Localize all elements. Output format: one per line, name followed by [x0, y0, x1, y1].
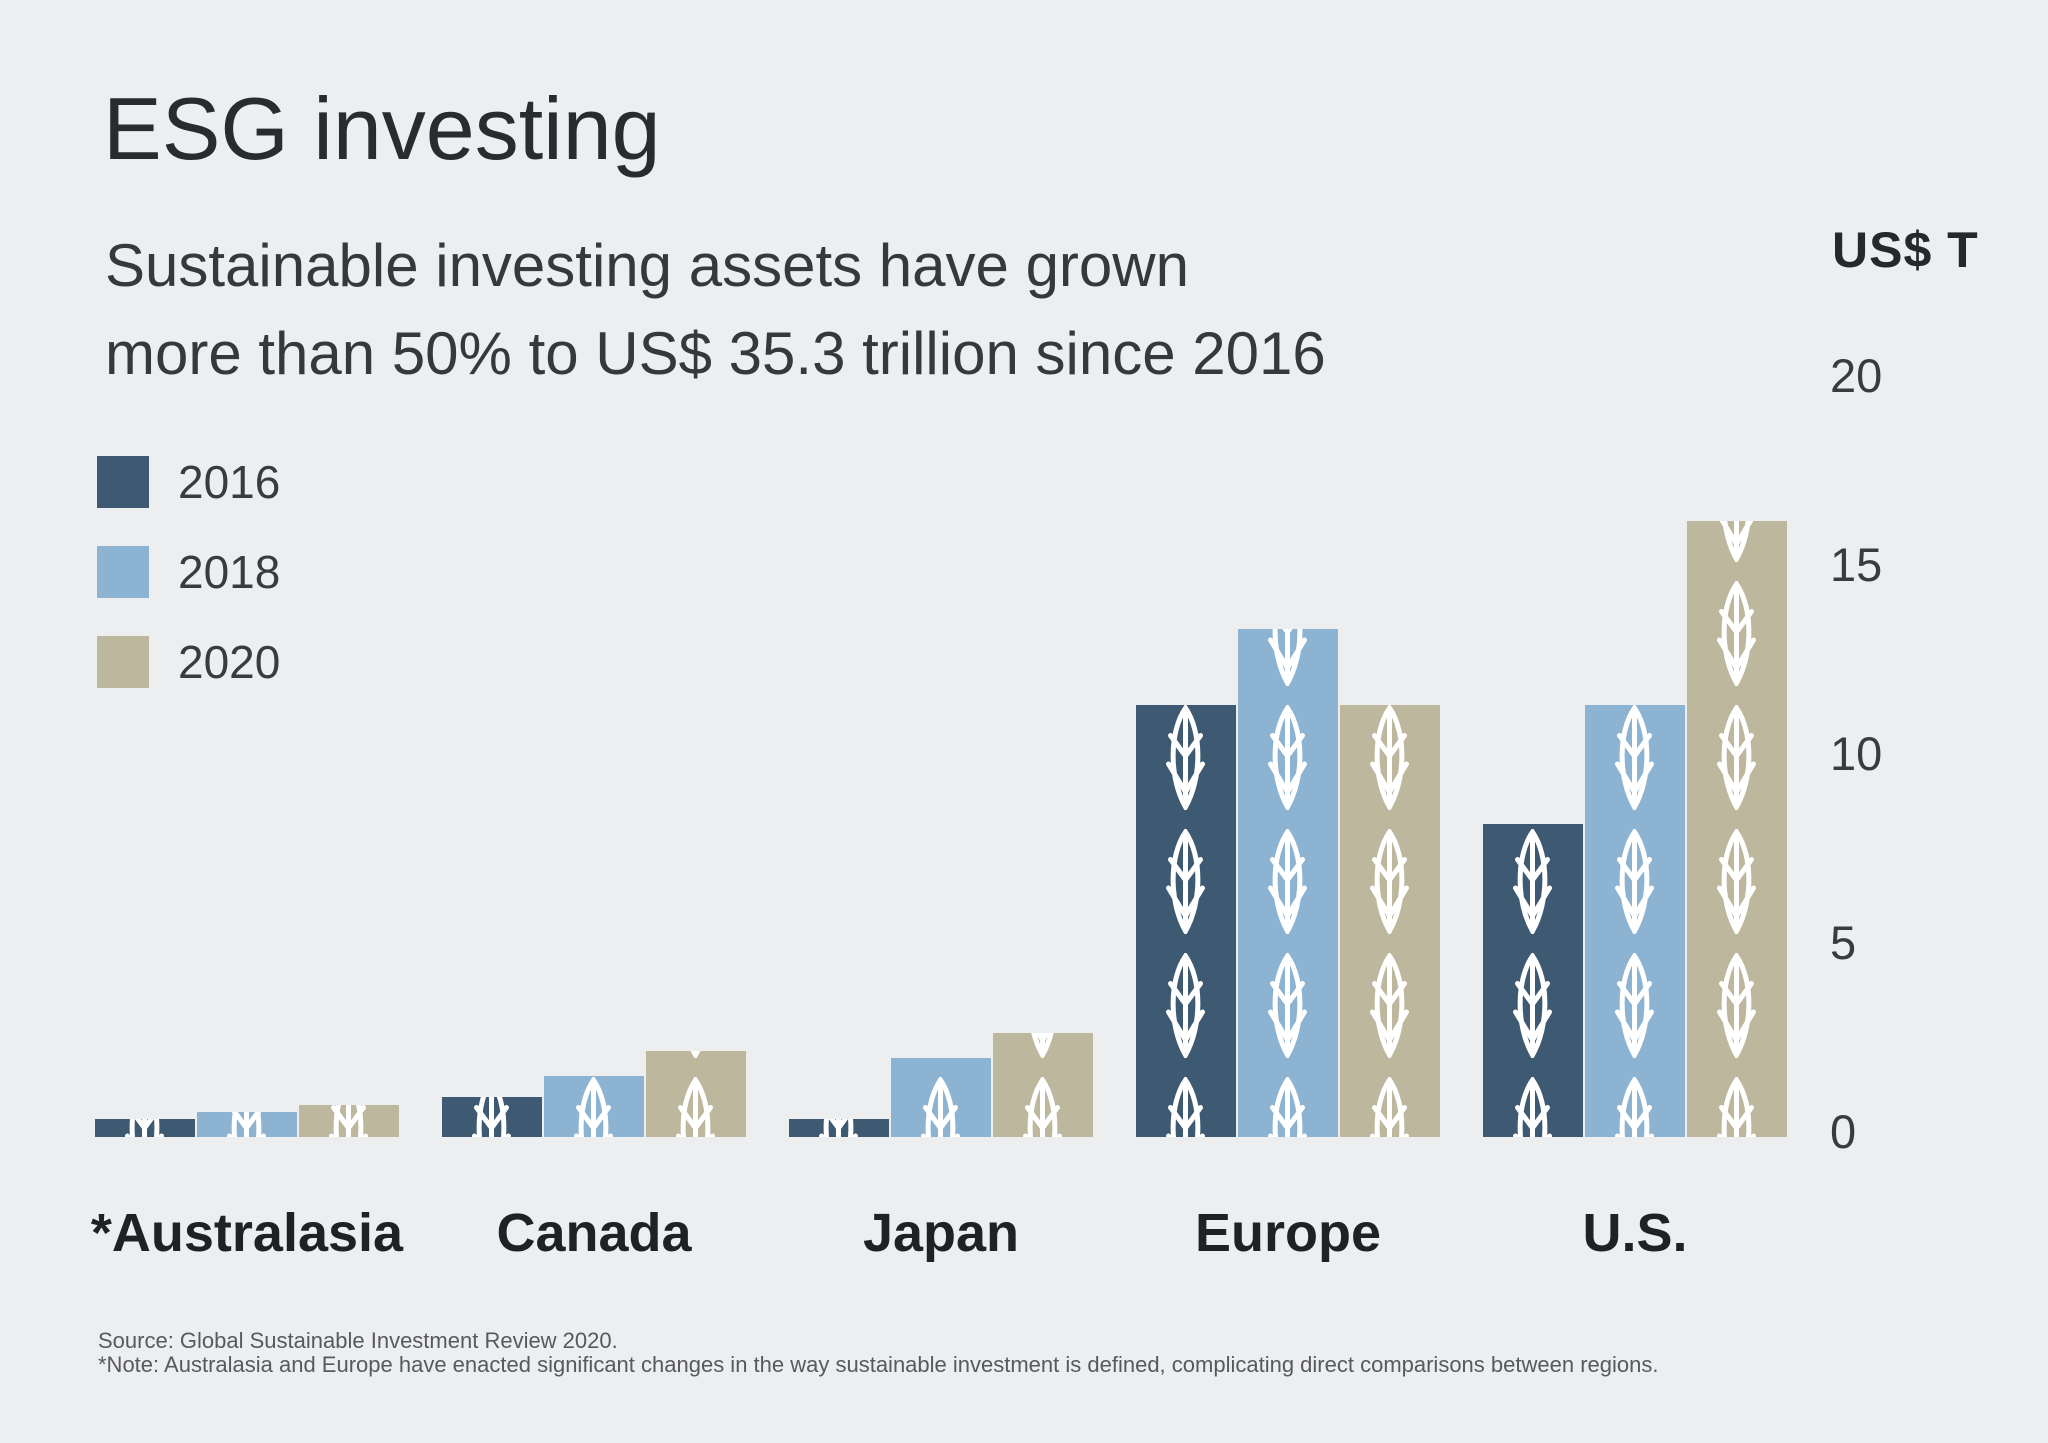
- y-tick-label-5: 5: [1830, 916, 1857, 969]
- leaf-icon: [1717, 581, 1756, 686]
- leaf-icon: [227, 1112, 266, 1137]
- footnote-note: *Note: Australasia and Europe have enact…: [98, 1352, 1659, 1377]
- bar-us-2020: [1687, 521, 1787, 1137]
- bar-canada-2018: [544, 1076, 644, 1137]
- leaf-icon: [1370, 1077, 1409, 1137]
- bar-canada-2020: [646, 1051, 746, 1137]
- leaf-icon: [1268, 829, 1307, 934]
- leaf-icon: [1268, 705, 1307, 810]
- bar-europe-2016: [1136, 705, 1236, 1137]
- legend-item-2016: 2016: [97, 456, 280, 508]
- leaf-icon: [1615, 705, 1654, 810]
- leaf-icon: [676, 1077, 715, 1137]
- bar-europe-2020: [1340, 705, 1440, 1137]
- category-label-canada: Canada: [496, 1203, 692, 1263]
- bar-australasia-2020: [299, 1105, 399, 1137]
- leaf-icon: [921, 1077, 960, 1137]
- leaf-icon: [1370, 705, 1409, 810]
- category-label-australasia: *Australasia: [90, 1203, 404, 1263]
- y-tick-label-20: 20: [1830, 349, 1883, 402]
- bar-canada-2016: [442, 1097, 542, 1137]
- y-tick-label-10: 10: [1830, 727, 1883, 780]
- leaf-icon: [1268, 629, 1307, 686]
- bar-us-2018: [1585, 705, 1685, 1137]
- leaf-icon: [1031, 1033, 1054, 1058]
- legend-label: 2018: [178, 546, 281, 598]
- bar-europe-2018: [1238, 629, 1338, 1137]
- leaf-icon: [329, 1105, 368, 1137]
- leaf-icon: [1513, 829, 1552, 934]
- leaf-icon: [1717, 829, 1756, 934]
- chart-subtitle: Sustainable investing assets have grown …: [105, 222, 1326, 398]
- leaf-icon: [574, 1077, 613, 1137]
- leaf-icon: [1615, 1077, 1654, 1137]
- leaf-icon: [125, 1119, 164, 1137]
- leaf-icon: [1370, 829, 1409, 934]
- leaf-icon: [1023, 1077, 1062, 1137]
- legend-item-2020: 2020: [97, 636, 280, 688]
- leaf-icon: [690, 1051, 701, 1058]
- bar-australasia-2018: [197, 1112, 297, 1137]
- leaf-icon: [1513, 1077, 1552, 1137]
- leaf-icon: [1166, 829, 1205, 934]
- bar-us-2016: [1483, 824, 1583, 1137]
- footnote: Source: Global Sustainable Investment Re…: [98, 1329, 1658, 1377]
- legend-swatch-2020: [97, 636, 149, 688]
- leaf-icon: [1370, 953, 1409, 1058]
- category-label-us: U.S.: [1582, 1203, 1688, 1263]
- footnote-source: Source: Global Sustainable Investment Re…: [98, 1328, 618, 1353]
- leaf-icon: [1615, 953, 1654, 1058]
- legend-item-2018: 2018: [97, 546, 280, 598]
- chart-title: ESG investing: [103, 79, 661, 178]
- bar-japan-2016: [789, 1119, 889, 1137]
- subtitle-line-2: more than 50% to US$ 35.3 trillion since…: [105, 320, 1326, 387]
- legend-swatch-2016: [97, 456, 149, 508]
- leaf-icon: [1615, 829, 1654, 934]
- leaf-icon: [1719, 521, 1754, 562]
- leaf-icon: [1717, 705, 1756, 810]
- leaf-icon: [1166, 1077, 1205, 1137]
- bar-japan-2020: [993, 1033, 1093, 1137]
- leaf-icon: [1268, 953, 1307, 1058]
- leaf-icon: [1166, 953, 1205, 1058]
- subtitle-line-1: Sustainable investing assets have grown: [105, 232, 1189, 299]
- leaf-icon: [1268, 1077, 1307, 1137]
- leaf-icon: [472, 1097, 511, 1137]
- legend: 2016 2018 2020: [97, 456, 280, 726]
- legend-label: 2020: [178, 636, 281, 688]
- category-label-europe: Europe: [1194, 1203, 1382, 1263]
- leaf-icon: [1513, 953, 1552, 1058]
- y-tick-label-15: 15: [1830, 538, 1883, 591]
- leaf-icon: [819, 1119, 858, 1137]
- y-axis-unit-label: US$ T: [1832, 222, 1979, 278]
- bar-japan-2018: [891, 1058, 991, 1137]
- y-tick-label-0: 0: [1830, 1105, 1857, 1158]
- category-label-japan: Japan: [862, 1203, 1020, 1263]
- bar-australasia-2016: [95, 1119, 195, 1137]
- leaf-icon: [1166, 705, 1205, 810]
- leaf-icon: [1717, 953, 1756, 1058]
- legend-label: 2016: [178, 456, 281, 508]
- leaf-icon: [1717, 1077, 1756, 1137]
- legend-swatch-2018: [97, 546, 149, 598]
